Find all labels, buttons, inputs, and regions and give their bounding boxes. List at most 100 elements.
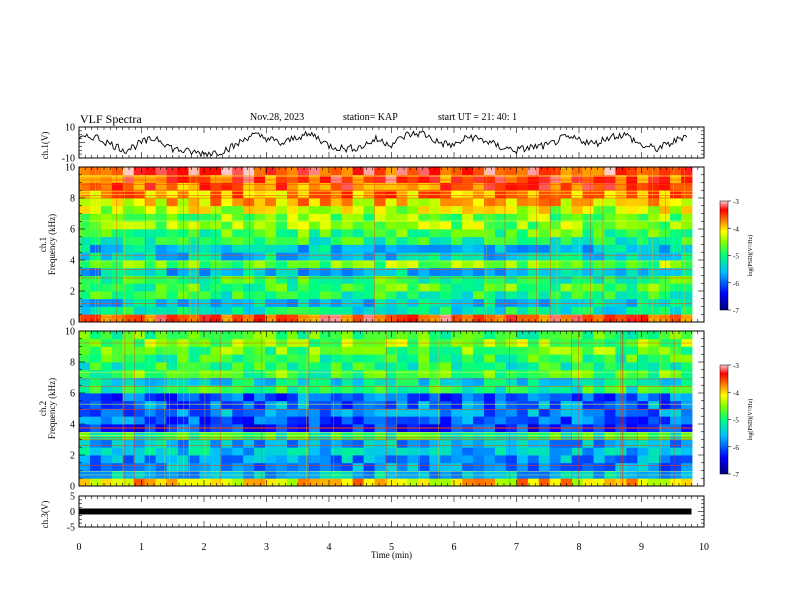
spectrogram-cell — [604, 331, 616, 340]
spectrogram-cell — [330, 314, 343, 323]
spectrogram-cell — [297, 298, 310, 307]
spectrogram-cell — [407, 244, 419, 253]
spectrogram-cell — [352, 470, 365, 479]
spectrogram-cell — [210, 455, 222, 464]
spectrogram-cell — [494, 182, 507, 191]
spectrogram-cell — [538, 229, 551, 238]
spectrogram-cell — [385, 400, 397, 409]
spectrogram-cell — [604, 229, 616, 238]
spectrogram-cell — [319, 244, 332, 253]
spectrogram-cell — [571, 424, 583, 433]
spectrogram-cell — [648, 478, 660, 487]
spectrogram-cell — [615, 260, 627, 269]
spectrogram-cell — [494, 400, 507, 409]
spectrogram-cell — [451, 331, 463, 340]
figure-title: VLF Spectra — [80, 112, 142, 126]
spectrogram-cell — [637, 408, 649, 417]
spectrogram-cell — [111, 267, 124, 276]
spectrogram-cell — [363, 377, 375, 386]
spectrogram-cell — [100, 447, 113, 456]
spectrogram-cell — [429, 236, 441, 245]
spectrogram-cell — [560, 306, 572, 315]
spectrogram-cell — [670, 377, 682, 386]
spectrogram-cell — [571, 236, 583, 245]
spectrogram-cell — [122, 424, 135, 433]
spectrogram-cell — [440, 377, 452, 386]
spectrogram-cell — [549, 236, 562, 245]
spectrogram-cell — [79, 416, 91, 425]
spectrogram-cell — [484, 393, 496, 402]
spectrogram-cell — [133, 416, 146, 425]
spectrogram-cell — [385, 252, 397, 261]
spectrogram-cell — [286, 306, 299, 315]
spectrogram-cell — [276, 439, 288, 448]
spectrogram-cell — [330, 244, 343, 253]
spectrogram-cell — [166, 393, 178, 402]
spectrogram-cell — [462, 306, 474, 315]
spectrogram-cell — [538, 221, 551, 230]
spectrogram-cell — [254, 462, 266, 471]
spectrogram-cell — [648, 385, 660, 394]
spectrogram-cell — [232, 393, 244, 402]
spectrogram-cell — [111, 455, 124, 464]
spectrogram-cell — [133, 306, 146, 315]
spectrogram-cell — [232, 424, 244, 433]
spectrogram-cell — [593, 393, 605, 402]
spectrogram-cell — [593, 236, 605, 245]
spectrogram-cell — [516, 455, 529, 464]
spectrogram-cell — [637, 377, 649, 386]
spectrogram-cell — [111, 393, 124, 402]
spectrogram-cell — [100, 298, 113, 307]
spectrogram-cell — [232, 447, 244, 456]
spectrogram-cell — [473, 331, 485, 340]
spectrogram-cell — [297, 416, 310, 425]
spectrogram-cell — [100, 260, 113, 269]
spectrogram-cell — [374, 252, 386, 261]
y-tick-label: 0 — [70, 482, 75, 493]
spectrogram-cell — [254, 362, 266, 371]
spectrogram-cell — [363, 439, 375, 448]
spectrogram-cell — [265, 400, 277, 409]
spectrogram-cell — [527, 306, 540, 315]
spectrogram-cell — [516, 331, 529, 340]
spectrogram-cell — [133, 470, 146, 479]
spectrogram-cell — [582, 182, 594, 191]
spectrogram-cell — [319, 167, 332, 176]
spectrogram-cell — [133, 408, 146, 417]
spectrogram-cell — [122, 462, 135, 471]
spectrogram-cell — [670, 221, 682, 230]
spectrogram-cell — [681, 369, 693, 378]
spectrogram-cell — [582, 252, 594, 261]
spectrogram-cell — [418, 439, 430, 448]
spectrogram-cell — [396, 306, 408, 315]
spectrogram-cell — [166, 267, 178, 276]
spectrogram-cell — [396, 267, 408, 276]
spectrogram-cell — [385, 182, 397, 191]
spectrogram-cell — [155, 283, 167, 292]
spectrogram-cell — [122, 455, 135, 464]
spectrogram-cell — [571, 267, 583, 276]
x-tick-label: 2 — [202, 542, 207, 553]
spectrogram-cell — [429, 244, 441, 253]
spectrogram-cell — [133, 221, 146, 230]
spectrogram-cell — [341, 424, 354, 433]
spectrogram-cell — [286, 174, 299, 183]
spectrogram-cell — [396, 439, 408, 448]
spectrogram-cell — [144, 291, 157, 300]
spectrogram-cell — [494, 455, 507, 464]
spectrogram-cell — [429, 478, 441, 487]
spectrogram-cell — [265, 182, 277, 191]
spectrogram-cell — [319, 331, 332, 340]
spectrogram-cell — [232, 462, 244, 471]
spectrogram-cell — [188, 455, 200, 464]
spectrogram-cell — [549, 431, 562, 440]
y-tick-label: -10 — [62, 154, 75, 165]
spectrogram-cell — [516, 314, 529, 323]
spectrogram-cell — [133, 198, 146, 207]
spectrogram-cell — [615, 267, 627, 276]
spectrogram-cell — [615, 198, 627, 207]
spectrogram-cell — [593, 306, 605, 315]
spectrogram-cell — [604, 369, 616, 378]
spectrogram-cell — [188, 369, 200, 378]
spectrogram-cell — [604, 174, 616, 183]
